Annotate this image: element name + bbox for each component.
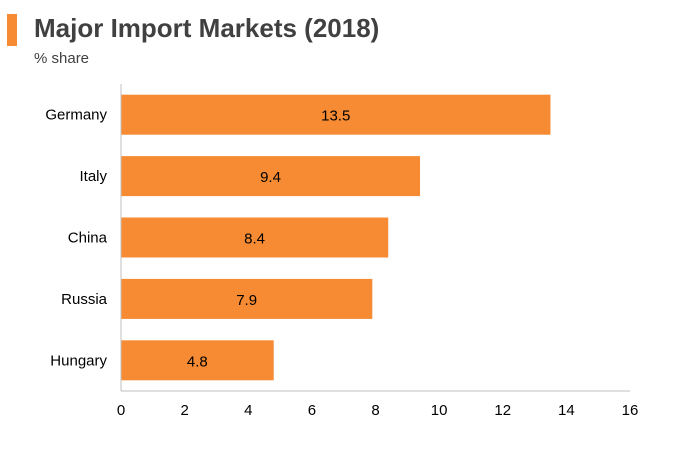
bar-hungary [121,340,274,381]
x-tick-labels-group: 0 2 4 6 8 10 12 14 16 [117,402,639,419]
category-label: Italy [79,168,107,185]
x-tick-label: 8 [371,402,379,419]
bar-italy [121,156,421,197]
category-label: China [68,230,108,247]
category-label: Germany [45,107,107,124]
value-label: 9.4 [260,169,281,186]
value-label: 4.8 [187,353,208,370]
value-labels-group: 13.5 9.4 8.4 7.9 4.8 [187,108,350,371]
bars-group [121,94,551,381]
bar-china [121,217,389,258]
category-labels-group: Germany Italy China Russia Hungary [45,107,107,370]
x-tick-label: 10 [431,402,448,419]
bar-germany [121,94,551,135]
chart-title: Major Import Markets (2018) [34,13,380,43]
category-label: Russia [61,291,108,308]
value-label: 7.9 [236,292,257,309]
category-label: Hungary [50,352,107,369]
x-tick-label: 0 [117,402,125,419]
x-tick-label: 6 [308,402,316,419]
x-tick-label: 16 [622,402,639,419]
x-tick-label: 14 [558,402,575,419]
x-tick-label: 12 [494,402,511,419]
title-accent-bar [7,14,17,46]
bar-russia [121,278,373,319]
x-tick-label: 4 [244,402,252,419]
value-label: 8.4 [244,231,265,248]
x-tick-label: 2 [180,402,188,419]
value-label: 13.5 [321,108,350,125]
chart-subtitle: % share [34,50,90,67]
